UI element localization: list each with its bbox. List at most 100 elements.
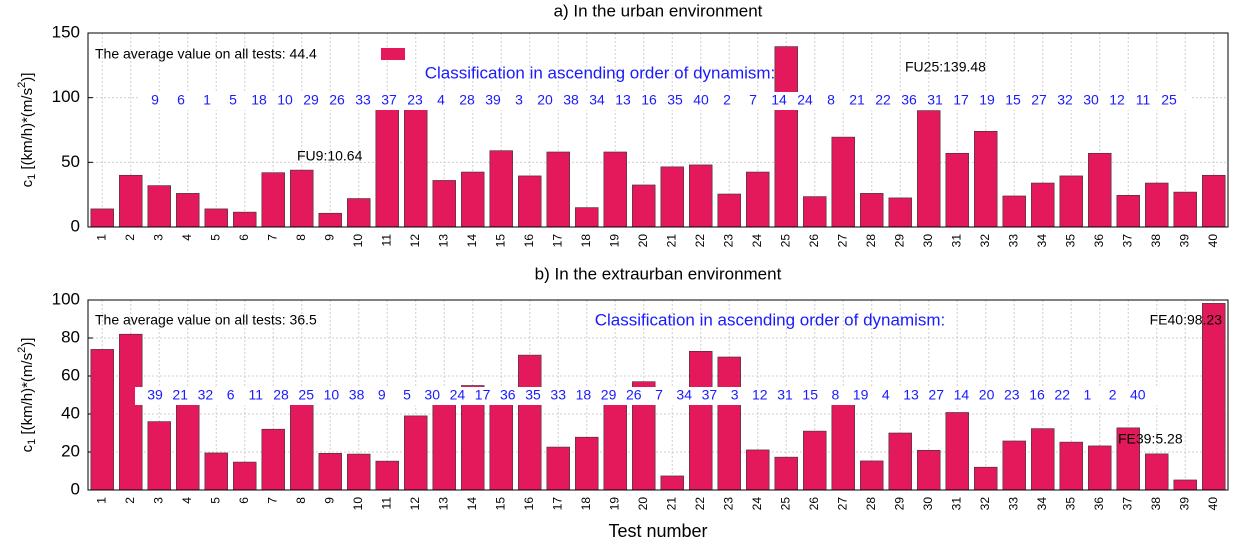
classification-rank: 19 xyxy=(853,387,869,403)
x-tick-label: 27 xyxy=(835,497,849,511)
y-axis-label-part: )] xyxy=(19,73,36,82)
bar xyxy=(1031,428,1055,491)
mask xyxy=(86,0,1230,33)
x-tick-label: 28 xyxy=(864,234,878,248)
classification-rank: 6 xyxy=(177,92,185,108)
classification-rank: 33 xyxy=(550,387,566,403)
y-tick-label: 50 xyxy=(61,152,80,171)
x-tick-label: 31 xyxy=(949,497,963,511)
x-tick-label: 24 xyxy=(750,234,764,248)
y-axis-label-part: c xyxy=(19,179,36,187)
x-tick-label: 9 xyxy=(322,497,336,504)
x-tick-label: 9 xyxy=(322,234,336,241)
y-axis-label-part: 1 xyxy=(26,174,38,180)
x-tick-label: 14 xyxy=(465,497,479,511)
bar xyxy=(290,169,314,228)
x-tick-label: 40 xyxy=(1206,234,1220,248)
x-tick-label: 11 xyxy=(379,234,393,247)
x-tick-label: 19 xyxy=(607,497,621,511)
bar xyxy=(347,198,371,228)
classification-rank: 13 xyxy=(615,92,631,108)
x-tick-label: 7 xyxy=(265,234,279,241)
x-tick-label: 17 xyxy=(550,497,564,511)
y-tick-label: 100 xyxy=(52,289,80,308)
y-axis-label: c1 [(km/h)*(m/s2)] xyxy=(16,338,38,453)
x-tick-label: 33 xyxy=(1006,497,1020,511)
bar xyxy=(176,396,200,491)
annotation: FE40:98.23 xyxy=(1150,312,1223,328)
bar xyxy=(404,415,428,491)
classification-rank: 40 xyxy=(1130,387,1146,403)
x-tick-label: 13 xyxy=(436,497,450,511)
bar xyxy=(432,392,456,491)
bar xyxy=(375,97,399,228)
x-tick-label: 28 xyxy=(864,497,878,511)
classification-rank: 18 xyxy=(251,92,267,108)
x-tick-label: 34 xyxy=(1035,497,1049,511)
bar xyxy=(204,452,228,491)
classification-rank: 22 xyxy=(1054,387,1070,403)
x-tick-label: 36 xyxy=(1092,497,1106,511)
bar xyxy=(603,399,627,491)
classification-rank: 2 xyxy=(723,92,731,108)
classification-rank: 5 xyxy=(403,387,411,403)
x-tick-label: 25 xyxy=(778,497,792,511)
bar xyxy=(1002,440,1026,491)
x-tick-label: 39 xyxy=(1177,497,1191,511)
bar xyxy=(1116,195,1140,228)
classification-rank: 39 xyxy=(485,92,501,108)
chart-title: b) In the extraurban environment xyxy=(535,264,782,283)
classification-rank: 17 xyxy=(953,92,969,108)
x-tick-label: 15 xyxy=(493,234,507,248)
x-tick-label: 37 xyxy=(1120,497,1134,511)
classification-rank: 3 xyxy=(515,92,523,108)
x-tick-label: 30 xyxy=(921,497,935,511)
classification-rank: 23 xyxy=(407,92,423,108)
classification-rank: 34 xyxy=(589,92,605,108)
classification-rank: 7 xyxy=(655,387,663,403)
x-tick-label: 1 xyxy=(94,234,108,241)
x-tick-label: 21 xyxy=(664,497,678,511)
bar xyxy=(831,136,855,228)
annotation: FU25:139.48 xyxy=(905,59,986,75)
x-tick-label: 20 xyxy=(636,234,650,248)
classification-rank: 27 xyxy=(928,387,944,403)
classification-rank: 25 xyxy=(298,387,314,403)
classification-rank: 31 xyxy=(777,387,793,403)
y-tick-label: 100 xyxy=(52,87,80,106)
classification-rank: 14 xyxy=(954,387,970,403)
classification-rank: 32 xyxy=(1057,92,1073,108)
x-tick-label: 10 xyxy=(351,497,365,511)
plot-frame xyxy=(87,299,1229,491)
x-tick-label: 10 xyxy=(351,234,365,248)
x-tick-label: 5 xyxy=(208,497,222,504)
x-tick-label: 3 xyxy=(151,497,165,504)
bar xyxy=(518,354,542,491)
classification-rank: 39 xyxy=(147,387,163,403)
classification-rank: 32 xyxy=(198,387,214,403)
classification-rank: 15 xyxy=(1005,92,1021,108)
classification-rank: 31 xyxy=(927,92,943,108)
bar xyxy=(945,152,969,228)
x-tick-label: 26 xyxy=(807,234,821,248)
y-tick-label: 40 xyxy=(61,403,80,422)
y-axis-label-part: )] xyxy=(19,338,36,347)
bar xyxy=(261,172,285,228)
y-axis-label-part: 2 xyxy=(16,347,28,353)
classification-rank: 19 xyxy=(979,92,995,108)
classification-rank: 3 xyxy=(731,387,739,403)
label-band xyxy=(140,92,1190,110)
classification-rank: 18 xyxy=(576,387,592,403)
classification-title: Classification in ascending order of dyn… xyxy=(595,310,946,329)
bar xyxy=(803,430,827,491)
bar xyxy=(318,212,342,228)
bar xyxy=(1059,175,1083,228)
x-tick-label: 34 xyxy=(1035,234,1049,248)
x-tick-label: 33 xyxy=(1006,234,1020,248)
bar xyxy=(974,466,998,491)
average-text: The average value on all tests: 44.4 xyxy=(95,46,317,62)
classification-rank: 8 xyxy=(832,387,840,403)
plot-frame xyxy=(87,32,1229,228)
bar xyxy=(888,197,912,228)
classification-rank: 29 xyxy=(601,387,617,403)
